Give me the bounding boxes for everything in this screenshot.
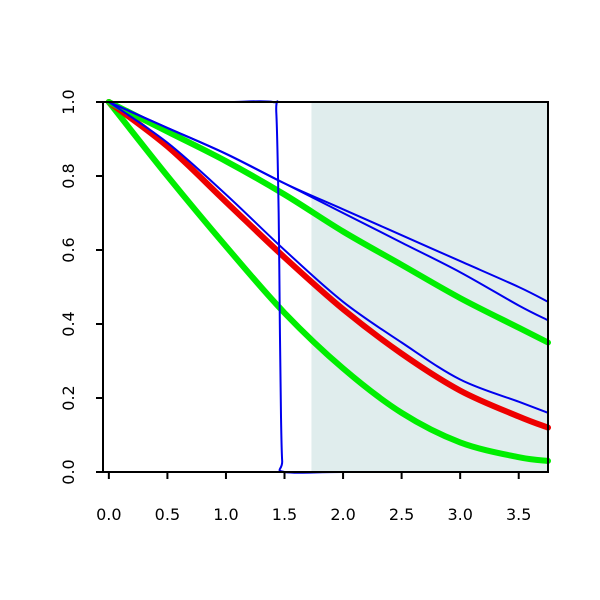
- x-tick-label: 1.5: [272, 505, 297, 524]
- x-tick-label: 2.5: [389, 505, 414, 524]
- y-tick-label: 0.4: [59, 311, 78, 336]
- plot-border: [102, 101, 549, 473]
- series-line-4: [107, 101, 549, 414]
- y-tick-label: 0.6: [59, 237, 78, 262]
- x-tick-label: 1.0: [213, 505, 238, 524]
- y-axis: 0.0 0.2 0.4 0.6 0.8 1.0: [59, 89, 103, 485]
- x-tick-label: 3.5: [506, 505, 531, 524]
- series-line-1: [105, 99, 551, 464]
- x-tick-label: 0.5: [155, 505, 180, 524]
- series-line-3: [105, 99, 551, 346]
- series-line-2: [105, 99, 551, 431]
- y-tick-label: 0.0: [59, 459, 78, 484]
- x-tick-label: 3.0: [447, 505, 472, 524]
- x-axis: 0.0 0.5 1.0 1.5 2.0 2.5 3.0 3.5: [96, 472, 531, 524]
- y-tick-label: 0.8: [59, 163, 78, 188]
- y-tick-label: 1.0: [59, 89, 78, 114]
- x-tick-label: 2.0: [330, 505, 355, 524]
- x-tick-label: 0.0: [96, 505, 121, 524]
- y-tick-label: 0.2: [59, 385, 78, 410]
- series-line-6: [107, 101, 549, 303]
